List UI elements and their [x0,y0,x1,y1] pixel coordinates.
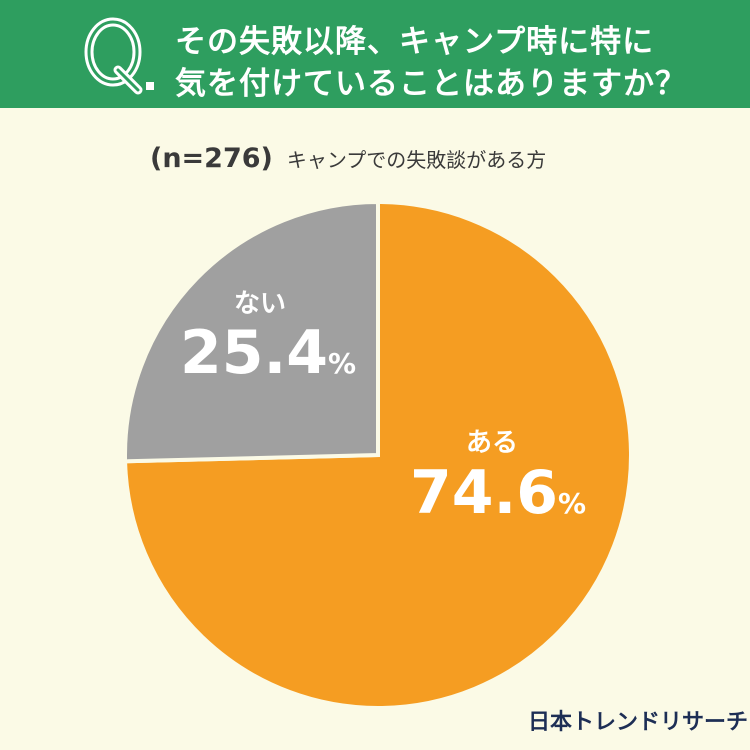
slice-value-aru-unit: % [558,487,587,520]
slice-label-aru: ある [465,428,518,458]
slice-value-aru: 74.6% [410,458,600,528]
chart-subtitle: (n=276) キャンプでの失敗談がある方 [150,143,610,174]
slice-value-nai: 25.4% [180,318,370,388]
q-mark-icon [84,17,154,95]
slice-value-nai-unit: % [328,347,357,380]
respondent-description: キャンプでの失敗談がある方 [286,148,547,172]
pie-slice-nai [123,199,380,464]
question-line-2: 気を付けていることはありますか？ [175,66,687,102]
brand-logo: 日本トレンドリサーチ [528,710,749,735]
slice-value-nai-number: 25.4 [180,318,329,388]
sample-size: (n=276) [150,143,273,174]
slice-label-nai: ない [233,289,286,319]
question-banner: その失敗以降、キャンプ時に特に 気を付けていることはありますか？ [0,0,750,108]
question-line-1: その失敗以降、キャンプ時に特に [175,24,655,60]
slice-value-aru-number: 74.6 [410,458,559,528]
